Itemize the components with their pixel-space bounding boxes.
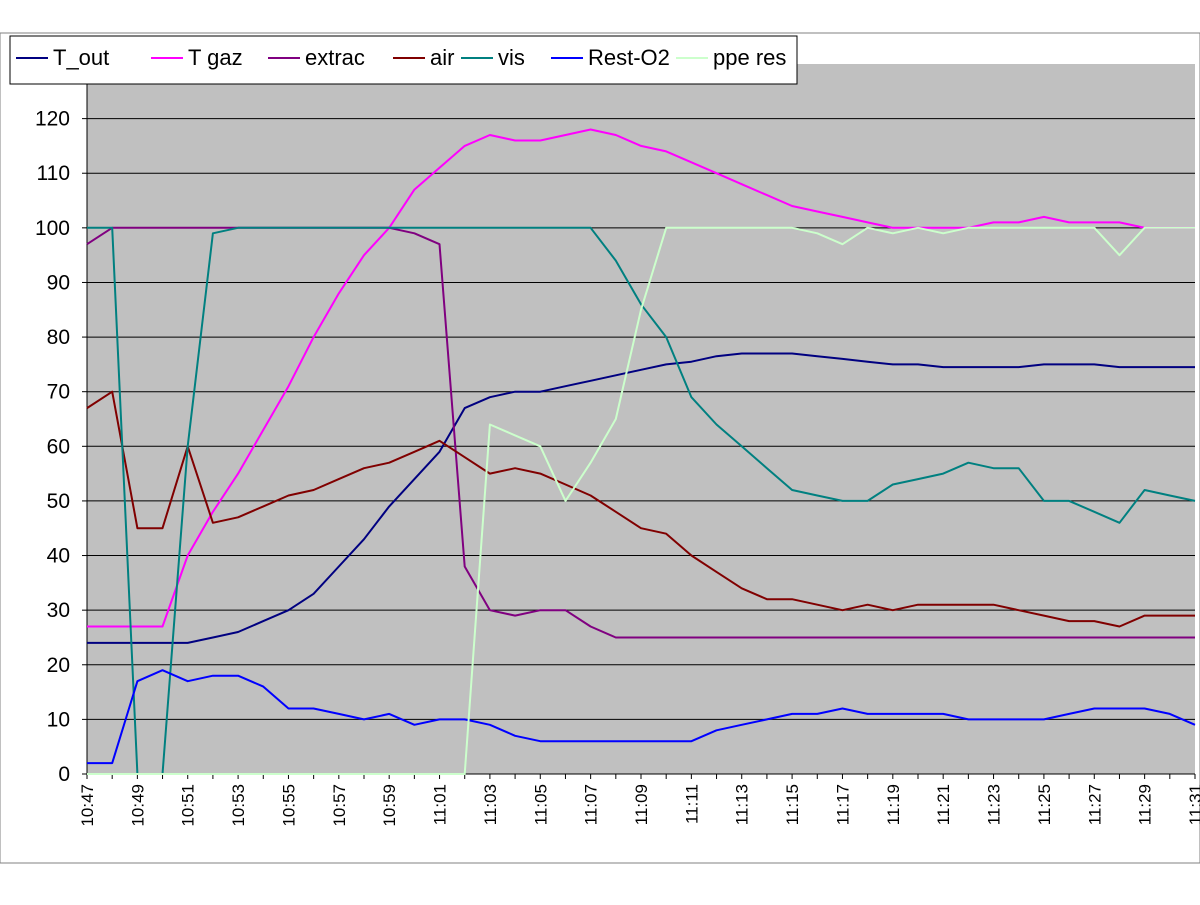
x-tick-label: 11:09: [632, 784, 651, 825]
series-line-vis: [87, 226, 1196, 775]
x-tick-label: 11:17: [833, 784, 852, 825]
x-tick-label: 11:01: [431, 784, 450, 825]
x-tick-label: 11:21: [934, 784, 953, 825]
y-tick-label: 100: [35, 217, 70, 240]
y-tick-label: 20: [47, 654, 70, 677]
series-line-air: [86, 390, 1195, 628]
x-tick-label: 11:11: [682, 784, 701, 824]
series-line-t-gaz: [87, 128, 1195, 628]
x-tick-label: 11:19: [884, 784, 903, 825]
x-tick-label: 11:13: [733, 784, 752, 825]
x-tick-label: 10:59: [380, 784, 399, 827]
x-tick-label: 11:03: [481, 784, 500, 825]
x-tick-label: 10:55: [279, 784, 298, 827]
chart-frame: [0, 32, 1200, 864]
legend-label-ppe-res: ppe res: [713, 45, 786, 70]
x-tick-label: 11:25: [1035, 784, 1054, 825]
axes: 0 10 20 30 40 50 60 70 80 90 100 110 120 10:47 10:49 10…: [35, 64, 1200, 827]
x-tick-label: 11:27: [1085, 784, 1104, 825]
legend-label-air: air: [430, 45, 454, 70]
y-tick-label: 110: [37, 162, 70, 185]
x-tick-label: 10:49: [128, 784, 147, 827]
y-tick-label: 30: [47, 599, 70, 622]
series-line-ppe-res: [87, 226, 1195, 775]
x-tick-label: 10:47: [78, 784, 97, 827]
y-tick-label: 40: [47, 545, 70, 568]
y-tick-label: 60: [47, 435, 70, 458]
legend-label-vis: vis: [498, 45, 525, 70]
legend-label-extrac: extrac: [305, 45, 365, 70]
y-tick-label: 10: [47, 708, 70, 731]
y-tick-label: 90: [47, 271, 70, 294]
legend: T_out T gaz extrac air vis Rest-O2 ppe res: [9, 35, 798, 85]
y-tick-label: 80: [47, 326, 70, 349]
legend-label-rest-o2: Rest-O2: [588, 45, 670, 70]
y-tick-label: 50: [47, 490, 70, 513]
y-tick-label: 120: [35, 108, 70, 131]
legend-box: [9, 35, 798, 85]
legend-label-t-out: T_out: [53, 45, 109, 70]
x-tick-label: 11:07: [582, 784, 601, 825]
x-tick-label: 11:05: [531, 784, 550, 825]
series-line-rest-o2: [87, 669, 1196, 765]
x-tick-label: 10:51: [179, 784, 198, 827]
y-tick-label: 70: [47, 381, 70, 404]
x-tick-label: 11:31: [1186, 784, 1200, 825]
series-line-t-out: [87, 352, 1195, 644]
x-tick-label: 10:57: [330, 784, 349, 827]
x-tick-label: 11:29: [1136, 784, 1155, 825]
x-tick-label: 11:15: [783, 784, 802, 825]
x-tick-label: 11:23: [985, 784, 1004, 825]
plot-area: [87, 64, 1195, 774]
x-tick-label: 10:53: [229, 784, 248, 827]
series-group: [86, 128, 1196, 775]
legend-label-t-gaz: T gaz: [188, 45, 243, 70]
y-tick-label: 0: [58, 763, 70, 786]
